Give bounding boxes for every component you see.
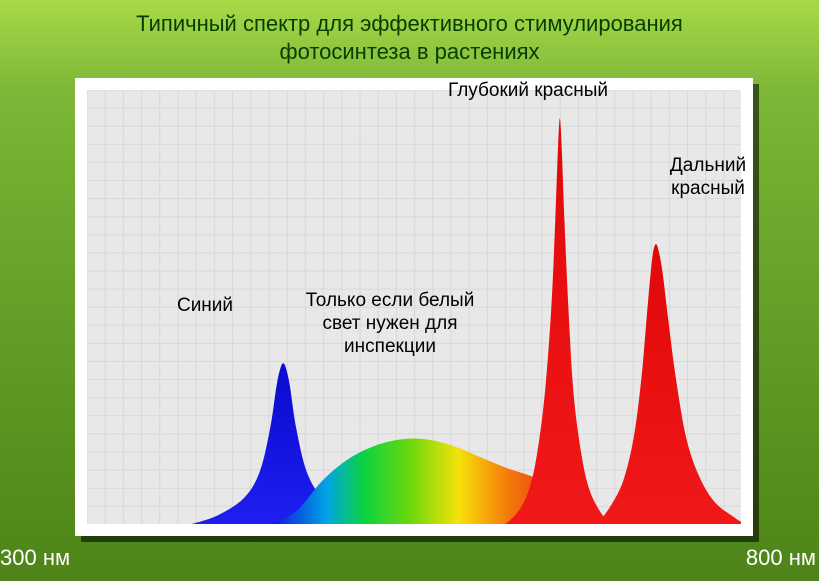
annotation-deep-red: Глубокий красный	[418, 80, 638, 103]
annotation-blue: Синий	[165, 295, 245, 318]
annotation-inspection: Только если белый свет нужен для инспекц…	[290, 290, 490, 358]
background: Типичный спектр для эффективного стимули…	[0, 0, 819, 581]
deep-red-peak	[506, 118, 611, 524]
annotation-far-red: Дальний красный	[653, 155, 763, 201]
chart-title: Типичный спектр для эффективного стимули…	[0, 0, 819, 65]
title-line-2: фотосинтеза в растениях	[279, 39, 539, 64]
x-axis-min-label: 300 нм	[0, 545, 70, 571]
x-axis-max-label: 800 нм	[746, 545, 816, 571]
title-line-1: Типичный спектр для эффективного стимули…	[136, 11, 683, 36]
